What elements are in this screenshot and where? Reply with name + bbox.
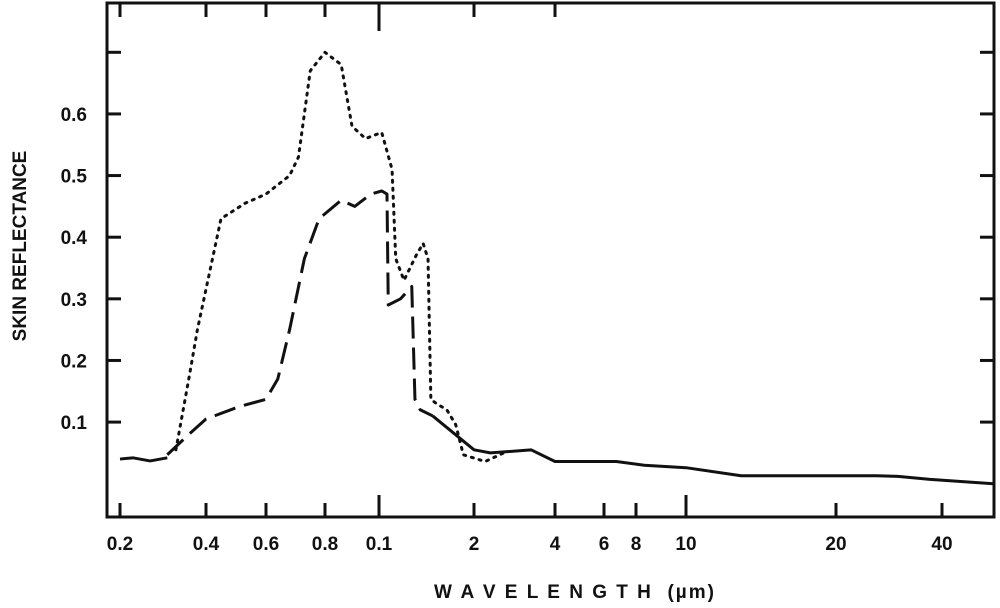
plot-frame <box>105 1 996 519</box>
y-tick-label: 0.3 <box>61 290 87 311</box>
series-dotted <box>174 50 508 464</box>
x-tick-label: 0.6 <box>253 534 279 555</box>
x-tick-label: 2 <box>469 534 480 555</box>
x-tick-label: 8 <box>631 534 642 555</box>
series-solid-uv <box>119 456 168 463</box>
y-tick-label: 0.4 <box>61 228 88 249</box>
x-tick-label: 0.8 <box>312 534 338 555</box>
y-tick-label: 0.1 <box>61 413 88 434</box>
y-tick-label: 0.2 <box>61 351 87 372</box>
series-dashed <box>166 189 434 456</box>
x-tick-label: 20 <box>825 534 846 555</box>
x-tick-label: 0.4 <box>193 534 220 555</box>
series-solid-ir <box>431 414 994 486</box>
x-tick-label: 40 <box>931 534 952 555</box>
x-tick-label: 0.1 <box>366 534 393 555</box>
x-axis-label: W A V E L E N G T H (µm) <box>434 582 716 603</box>
x-tick-label: 10 <box>675 534 696 555</box>
y-tick-label: 0.6 <box>61 105 87 126</box>
y-axis-label: SKIN REFLECTANCE <box>10 151 31 342</box>
x-tick-label: 4 <box>550 534 561 555</box>
y-tick-label: 0.5 <box>61 167 88 188</box>
x-tick-label: 0.2 <box>107 534 133 555</box>
x-tick-label: 6 <box>599 534 610 555</box>
